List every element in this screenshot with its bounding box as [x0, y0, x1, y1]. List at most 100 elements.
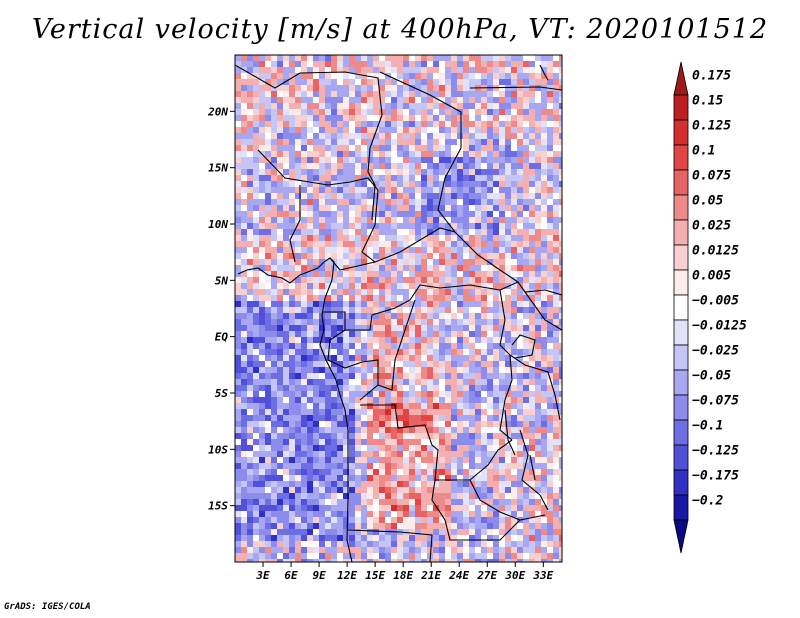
field-cell	[259, 259, 266, 266]
field-cell	[403, 199, 410, 206]
field-cell	[529, 205, 536, 212]
field-cell	[367, 403, 374, 410]
field-cell	[241, 289, 248, 296]
field-cell	[361, 547, 368, 554]
field-cell	[415, 499, 422, 506]
field-cell	[433, 67, 440, 74]
field-cell	[439, 331, 446, 338]
field-cell	[301, 391, 308, 398]
field-cell	[373, 547, 380, 554]
field-cell	[283, 229, 290, 236]
field-cell	[547, 289, 554, 296]
field-cell	[481, 265, 488, 272]
field-cell	[445, 121, 452, 128]
field-cell	[535, 247, 542, 254]
field-cell	[445, 55, 452, 62]
field-cell	[511, 193, 518, 200]
field-cell	[529, 235, 536, 242]
field-cell	[535, 397, 542, 404]
field-cell	[391, 109, 398, 116]
field-cell	[541, 325, 548, 332]
field-cell	[385, 391, 392, 398]
field-cell	[355, 439, 362, 446]
field-cell	[289, 271, 296, 278]
field-cell	[271, 241, 278, 248]
field-cell	[523, 469, 530, 476]
field-cell	[247, 253, 254, 260]
field-cell	[421, 175, 428, 182]
field-cell	[439, 229, 446, 236]
field-cell	[427, 331, 434, 338]
field-cell	[499, 115, 506, 122]
field-cell	[493, 235, 500, 242]
field-cell	[487, 337, 494, 344]
lat-tick-label: 5S	[215, 387, 229, 400]
field-cell	[283, 145, 290, 152]
field-cell	[403, 343, 410, 350]
map-title: Vertical velocity [m/s] at 400hPa, VT: 2…	[31, 14, 769, 45]
field-cell	[289, 199, 296, 206]
field-cell	[409, 463, 416, 470]
field-cell	[511, 457, 518, 464]
field-cell	[337, 169, 344, 176]
field-cell	[529, 127, 536, 134]
field-cell	[535, 415, 542, 422]
field-cell	[511, 175, 518, 182]
field-cell	[259, 463, 266, 470]
field-cell	[301, 457, 308, 464]
field-cell	[253, 91, 260, 98]
field-cell	[241, 151, 248, 158]
field-cell	[241, 361, 248, 368]
field-cell	[499, 367, 506, 374]
field-cell	[331, 163, 338, 170]
field-cell	[271, 415, 278, 422]
field-cell	[463, 121, 470, 128]
field-cell	[331, 253, 338, 260]
field-cell	[463, 109, 470, 116]
field-cell	[451, 511, 458, 518]
field-cell	[487, 223, 494, 230]
field-cell	[271, 235, 278, 242]
field-cell	[319, 355, 326, 362]
field-cell	[295, 253, 302, 260]
field-cell	[343, 487, 350, 494]
field-cell	[523, 331, 530, 338]
field-cell	[517, 85, 524, 92]
field-cell	[403, 79, 410, 86]
field-cell	[451, 409, 458, 416]
field-cell	[271, 205, 278, 212]
field-cell	[487, 205, 494, 212]
field-cell	[481, 163, 488, 170]
field-cell	[451, 169, 458, 176]
field-cell	[241, 457, 248, 464]
field-cell	[313, 301, 320, 308]
field-cell	[445, 181, 452, 188]
field-cell	[289, 337, 296, 344]
field-cell	[403, 175, 410, 182]
field-cell	[427, 355, 434, 362]
field-cell	[493, 439, 500, 446]
field-cell	[451, 223, 458, 230]
field-cell	[439, 343, 446, 350]
field-cell	[319, 97, 326, 104]
field-cell	[439, 247, 446, 254]
field-cell	[415, 61, 422, 68]
field-cell	[553, 313, 560, 320]
field-cell	[409, 253, 416, 260]
field-cell	[343, 283, 350, 290]
field-cell	[523, 67, 530, 74]
field-cell	[241, 499, 248, 506]
field-cell	[319, 175, 326, 182]
field-cell	[367, 265, 374, 272]
field-cell	[349, 139, 356, 146]
field-cell	[445, 175, 452, 182]
field-cell	[535, 277, 542, 284]
field-cell	[553, 265, 560, 272]
field-cell	[511, 337, 518, 344]
field-cell	[433, 331, 440, 338]
field-cell	[487, 367, 494, 374]
field-cell	[289, 409, 296, 416]
field-cell	[265, 535, 272, 542]
field-cell	[427, 67, 434, 74]
field-cell	[325, 493, 332, 500]
